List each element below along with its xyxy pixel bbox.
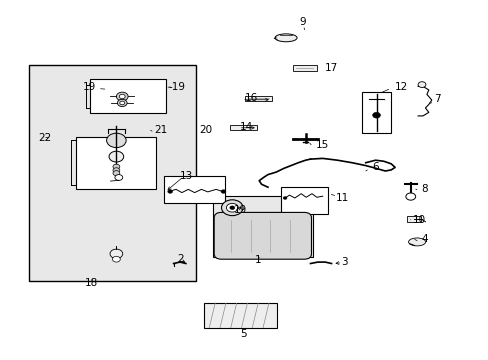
Text: 11: 11 — [335, 193, 348, 203]
Circle shape — [112, 256, 120, 262]
Bar — [204, 303, 276, 328]
Circle shape — [119, 94, 125, 99]
Text: 19: 19 — [233, 204, 246, 215]
Bar — [406, 216, 420, 222]
Text: 20: 20 — [199, 125, 212, 135]
Text: 16: 16 — [244, 93, 257, 103]
Text: 17: 17 — [325, 63, 338, 73]
Bar — [361, 92, 390, 133]
Bar — [212, 196, 312, 257]
Circle shape — [221, 200, 243, 216]
Circle shape — [113, 168, 120, 173]
Text: 18: 18 — [85, 278, 99, 288]
Text: 8: 8 — [421, 184, 427, 194]
Text: 7: 7 — [433, 94, 440, 104]
Circle shape — [117, 99, 127, 107]
Text: 21: 21 — [154, 125, 167, 135]
Text: 5: 5 — [240, 329, 246, 339]
Text: 9: 9 — [299, 17, 306, 27]
Text: 14: 14 — [239, 122, 252, 132]
Circle shape — [405, 193, 415, 200]
Bar — [293, 65, 316, 71]
Bar — [29, 65, 195, 281]
Bar — [281, 187, 327, 214]
Bar — [163, 176, 224, 203]
Circle shape — [283, 197, 286, 199]
Circle shape — [109, 151, 123, 162]
Ellipse shape — [408, 238, 425, 246]
Text: 12: 12 — [394, 82, 407, 92]
Circle shape — [116, 92, 128, 101]
Circle shape — [372, 112, 380, 118]
Bar — [245, 96, 272, 101]
Circle shape — [115, 175, 122, 180]
Text: 4: 4 — [421, 234, 427, 244]
Bar — [229, 125, 256, 130]
Bar — [90, 79, 166, 113]
Text: 19: 19 — [82, 82, 96, 92]
Circle shape — [229, 206, 234, 210]
Text: 3: 3 — [341, 257, 347, 267]
Ellipse shape — [274, 34, 296, 42]
Bar — [76, 137, 156, 189]
Text: 10: 10 — [412, 215, 426, 225]
Circle shape — [113, 171, 120, 176]
Text: 6: 6 — [372, 162, 379, 172]
Text: 13: 13 — [179, 171, 192, 181]
Text: -19: -19 — [168, 82, 185, 92]
Circle shape — [221, 190, 225, 193]
Circle shape — [226, 203, 238, 212]
Circle shape — [417, 82, 425, 87]
Circle shape — [120, 101, 124, 105]
Circle shape — [167, 190, 172, 193]
Text: 15: 15 — [315, 140, 328, 150]
Circle shape — [110, 249, 122, 258]
Text: 22: 22 — [38, 132, 51, 143]
Circle shape — [113, 164, 120, 169]
Text: 1: 1 — [254, 255, 261, 265]
Text: 2: 2 — [177, 254, 183, 264]
Circle shape — [106, 133, 126, 148]
FancyBboxPatch shape — [214, 212, 311, 259]
